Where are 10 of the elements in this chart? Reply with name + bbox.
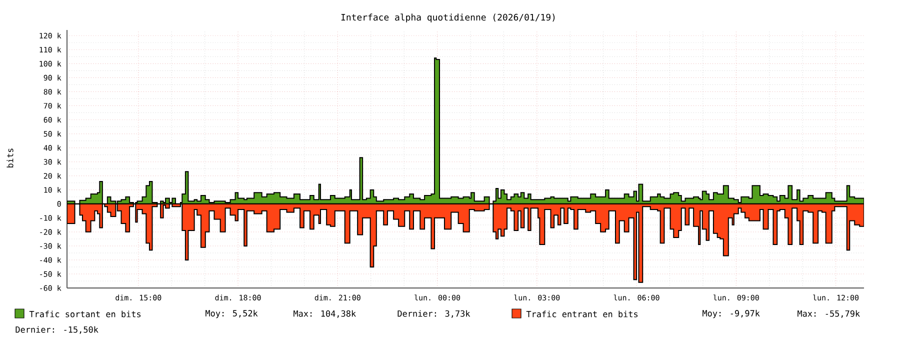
legend-label: Trafic entrant en bits xyxy=(526,310,638,318)
y-axis-title: bits xyxy=(6,148,14,168)
chart-title: Interface alpha quotidienne (2026/01/19) xyxy=(341,14,555,22)
text: Moy: -9,97k xyxy=(702,310,760,318)
text: Dernier: 3,73k xyxy=(398,310,470,318)
text: Max: -55,79k xyxy=(798,310,860,318)
text: Moy: 5,52k xyxy=(206,310,258,318)
text: Dernier: -15,50k xyxy=(16,326,98,334)
legend-label: Trafic sortant en bits xyxy=(29,310,141,318)
text: Max: 104,38k xyxy=(294,310,356,318)
